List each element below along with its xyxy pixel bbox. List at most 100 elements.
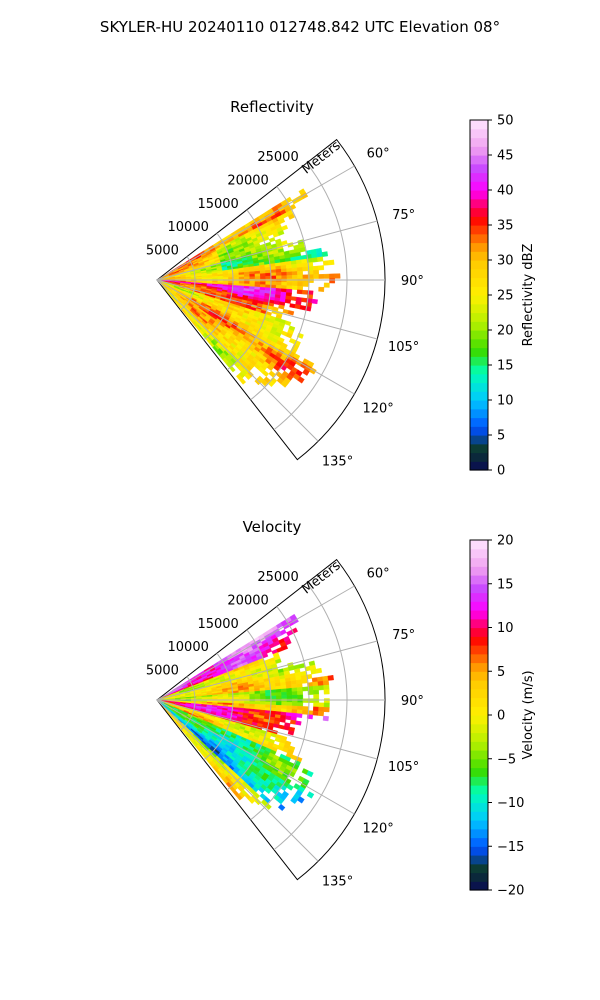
radar-cell — [265, 695, 272, 700]
colorbar-tick-label: −20 — [497, 884, 524, 899]
colorbar-segment — [470, 295, 488, 305]
radar-cell — [249, 276, 256, 280]
radar-cell — [312, 681, 319, 687]
colorbar-segment — [470, 846, 488, 856]
colorbar-segment — [470, 837, 488, 847]
azimuth-spoke — [156, 165, 355, 281]
radar-cell — [313, 689, 320, 695]
radar-cell — [275, 695, 282, 700]
azimuth-tick-label: 60° — [367, 146, 390, 161]
colorbar-segment — [470, 207, 488, 217]
colorbar-segment — [470, 785, 488, 795]
radar-cell — [281, 278, 288, 283]
radar-cell — [259, 270, 266, 274]
colorbar-segment — [470, 697, 488, 707]
radar-cell — [233, 696, 240, 700]
colorbar-segment — [470, 155, 488, 165]
colorbar-segment — [470, 820, 488, 830]
radar-cell — [286, 267, 293, 273]
colorbar-tick-label: 10 — [497, 621, 514, 636]
colorbar-segment — [470, 540, 488, 550]
radar-cell — [313, 702, 320, 708]
azimuth-spoke — [156, 279, 319, 442]
colorbar-tick-label: −5 — [497, 752, 516, 767]
colorbar-tick-label: 0 — [497, 709, 505, 724]
radar-cell — [312, 685, 319, 691]
radar-cell — [306, 770, 314, 778]
colorbar-segment — [470, 618, 488, 629]
azimuth-tick-label: 90° — [401, 694, 424, 709]
radar-cell — [286, 705, 293, 710]
radar-cell — [302, 706, 309, 711]
radar-cell — [259, 690, 266, 694]
colorbar-segment — [470, 793, 488, 804]
colorbar-tick-label: 40 — [497, 184, 514, 199]
colorbar-label: Velocity (m/s) — [521, 670, 536, 759]
radar-cell — [270, 284, 277, 289]
radar-cell — [297, 796, 305, 804]
colorbar-segment — [470, 575, 488, 585]
radar-cell — [297, 376, 305, 384]
radar-cell — [260, 701, 266, 705]
radar-cell — [265, 272, 272, 277]
radar-cell — [298, 663, 305, 669]
radar-cell — [317, 256, 324, 262]
colorbar-segment — [470, 741, 488, 751]
panel-title: Velocity — [243, 518, 302, 536]
radar-cell — [318, 265, 325, 271]
radar-cell — [275, 701, 282, 706]
radar-cell — [291, 705, 298, 711]
radar-cell — [260, 281, 266, 285]
radar-cell — [270, 695, 277, 700]
radar-cell — [296, 289, 303, 295]
colorbar-segment — [470, 706, 488, 716]
radar-cell — [322, 260, 330, 266]
radar-cell — [317, 711, 325, 717]
colorbar-segment — [470, 671, 488, 681]
radar-cell — [317, 680, 324, 687]
radar-cell — [280, 265, 287, 270]
radar-cell — [318, 273, 325, 279]
radar-cell — [297, 270, 304, 276]
colorbar-segment — [470, 233, 488, 244]
radar-cell — [254, 276, 261, 280]
radar-cell — [297, 282, 304, 287]
radar-cell — [291, 691, 298, 696]
colorbar-segment — [470, 881, 488, 891]
radar-cell — [270, 278, 277, 283]
radar-cell — [281, 698, 288, 703]
radar-cell — [323, 273, 330, 279]
range-ring — [273, 162, 348, 431]
colorbar-segment — [470, 828, 488, 839]
colorbar-segment — [470, 627, 488, 637]
radar-cell — [243, 274, 250, 278]
radar-cell — [270, 692, 277, 697]
radar-cell — [291, 702, 298, 707]
radar-cell — [270, 275, 277, 280]
radar-cell — [323, 689, 330, 695]
radar-cell — [286, 695, 293, 700]
colorbar-segment — [470, 391, 488, 401]
radar-cell — [302, 278, 309, 283]
radar-cell — [286, 698, 293, 703]
radar-cell — [317, 676, 324, 682]
radar-cell — [281, 285, 288, 290]
colorbar-segment — [470, 758, 488, 769]
colorbar-segment — [470, 181, 488, 191]
radar-cell — [284, 639, 292, 646]
radar-cell — [275, 281, 282, 286]
radar-cell — [287, 213, 295, 220]
radar-cell — [270, 704, 277, 709]
radar-cell — [287, 730, 295, 736]
radar-cell — [260, 275, 266, 280]
colorbar-segment — [470, 426, 488, 436]
colorbar-segment — [470, 452, 488, 462]
azimuth-tick-label: 135° — [322, 875, 353, 890]
radar-cell — [275, 268, 282, 273]
colorbar-segment — [470, 373, 488, 384]
radar-cell — [270, 281, 277, 286]
colorbar-segment — [470, 268, 488, 279]
radar-cell — [281, 271, 288, 276]
colorbar-tick-label: 20 — [497, 324, 514, 339]
radar-cell — [270, 689, 277, 694]
